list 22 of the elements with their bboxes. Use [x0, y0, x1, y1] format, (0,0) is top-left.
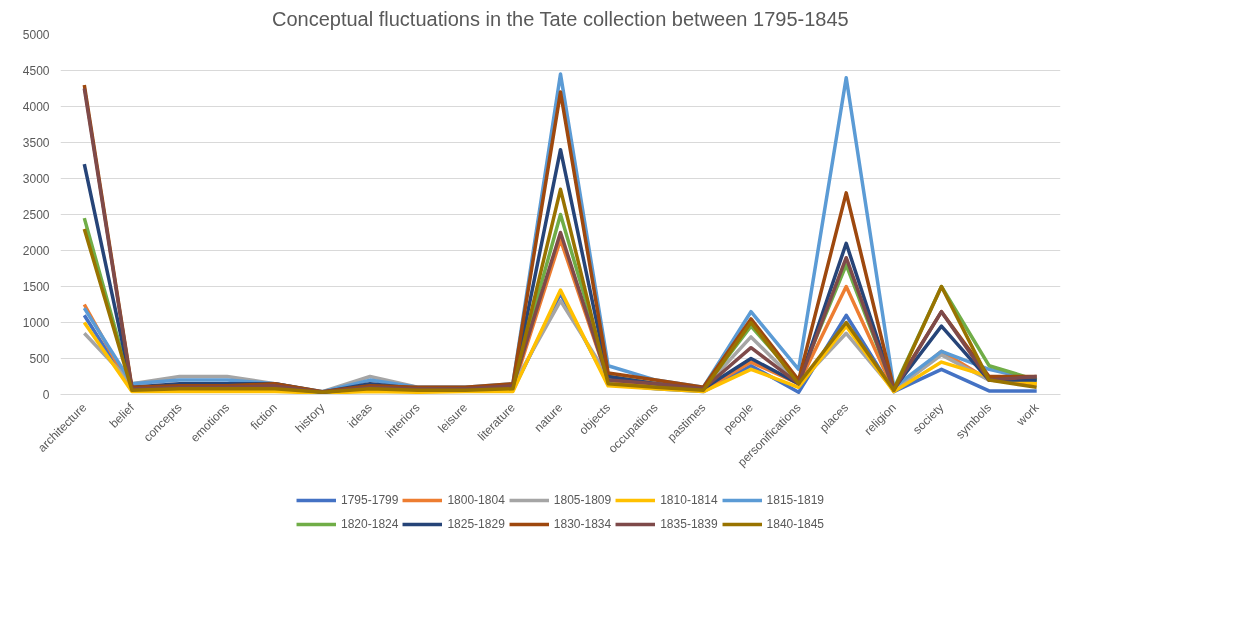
y-tick-label: 5000: [22, 28, 50, 42]
legend-label: 1820-1824: [341, 517, 399, 531]
legend-label: 1800-1804: [447, 493, 505, 507]
y-tick-label: 2500: [22, 208, 50, 222]
chart-title: Conceptual fluctuations in the Tate collection between 1795-1845: [271, 7, 849, 30]
y-tick-label: 1000: [22, 316, 50, 330]
legend-label: 1805-1809: [553, 493, 612, 507]
y-tick-label: 3000: [22, 172, 50, 186]
legend-label: 1795-1799: [341, 493, 399, 507]
y-tick-label: 4000: [22, 100, 50, 114]
legend-label: 1815-1819: [766, 493, 824, 507]
legend-label: 1840-1845: [766, 517, 824, 531]
y-tick-label: 500: [29, 352, 50, 366]
legend-label: 1835-1839: [660, 517, 718, 531]
y-tick-label: 1500: [22, 280, 50, 294]
y-tick-label: 4500: [22, 64, 50, 78]
legend-label: 1825-1829: [447, 517, 505, 531]
legend-label: 1810-1814: [660, 493, 718, 507]
y-tick-label: 2000: [22, 244, 50, 258]
y-tick-label: 3500: [22, 136, 50, 150]
legend-label: 1830-1834: [553, 517, 612, 531]
y-tick-label: 0: [42, 388, 50, 402]
